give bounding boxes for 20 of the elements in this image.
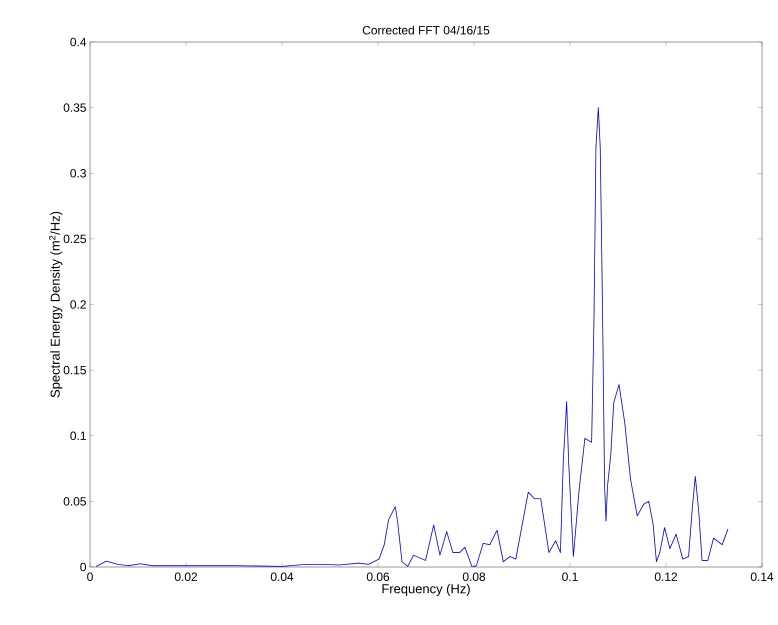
y-tick-label: 0.05 [64, 497, 86, 506]
y-tick-label: 0.15 [64, 366, 86, 374]
x-tick-label: 0.06 [366, 572, 390, 581]
chart-title: Corrected FFT 04/16/15 [362, 26, 490, 34]
x-tick-label: 0 [87, 572, 93, 581]
x-tick-label: 0.14 [750, 572, 774, 581]
y-tick-label: 0.3 [70, 169, 86, 178]
y-tick-label: 0.2 [70, 300, 86, 309]
x-tick-label: 0.04 [270, 572, 294, 581]
x-tick-label: 0.1 [562, 572, 578, 581]
y-tick-label: 0.35 [64, 103, 86, 112]
y-tick-label: 0.4 [70, 38, 86, 46]
x-tick-label: 0.02 [174, 572, 198, 581]
x-tick-label: 0.08 [462, 572, 486, 581]
y-tick-label: 0 [80, 562, 86, 572]
y-axis-title: Spectral Energy Density (m$^{2}$/Hz) [48, 212, 62, 398]
y-tick-label: 0.25 [64, 234, 86, 244]
x-tick-label: 0.12 [654, 572, 678, 581]
x-axis-title: Frequency (Hz) [382, 584, 470, 596]
y-tick-label: 0.1 [70, 432, 86, 440]
